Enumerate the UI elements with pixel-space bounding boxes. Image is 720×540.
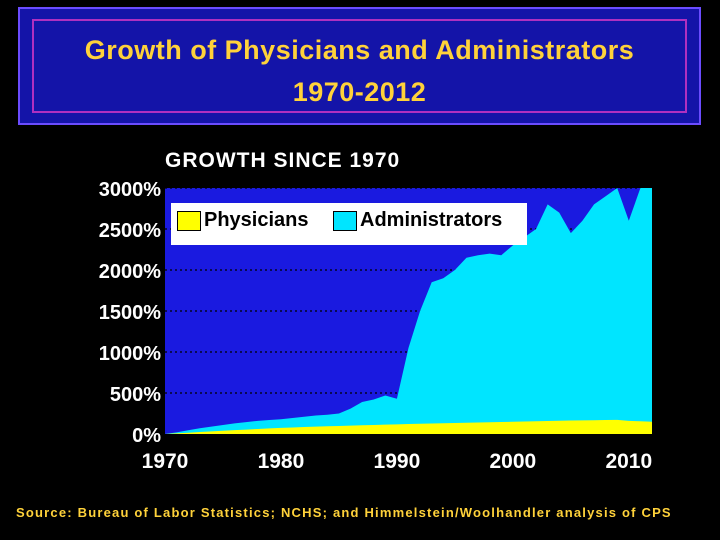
legend-label-physicians: Physicians (204, 209, 309, 231)
title-inner-border: Growth of Physicians and Administrators … (32, 19, 687, 113)
chart-title: GROWTH SINCE 1970 (165, 149, 401, 172)
y-tick-label: 2500% (99, 220, 161, 242)
area-administrators (165, 188, 652, 434)
x-tick-label: 1980 (258, 450, 305, 473)
x-tick-label: 1970 (142, 450, 189, 473)
area-physicians (165, 419, 652, 434)
y-tick-label: 0% (132, 425, 161, 447)
title-box: Growth of Physicians and Administrators … (18, 7, 701, 125)
legend: Physicians Administrators (171, 203, 527, 245)
y-tick-label: 2000% (99, 261, 161, 283)
y-tick-label: 1000% (99, 343, 161, 365)
x-tick-label: 1990 (374, 450, 421, 473)
x-tick-label: 2010 (605, 450, 652, 473)
slide-title: Growth of Physicians and Administrators (84, 35, 635, 65)
slide-title-years: 1970-2012 (292, 77, 427, 107)
x-axis-ticks: 1970 1980 1990 2000 2010 (142, 450, 653, 473)
y-tick-label: 3000% (99, 179, 161, 201)
y-tick-label: 500% (110, 384, 161, 406)
x-tick-label: 2000 (489, 450, 536, 473)
source-note: Source: Bureau of Labor Statistics; NCHS… (16, 505, 672, 520)
legend-swatch-physicians (177, 211, 201, 231)
legend-label-administrators: Administrators (360, 209, 503, 231)
y-axis-ticks: 0% 500% 1000% 1500% 2000% 2500% 3000% (99, 179, 161, 447)
legend-swatch-administrators (333, 211, 357, 231)
y-tick-label: 1500% (99, 302, 161, 324)
series-areas (165, 188, 652, 434)
